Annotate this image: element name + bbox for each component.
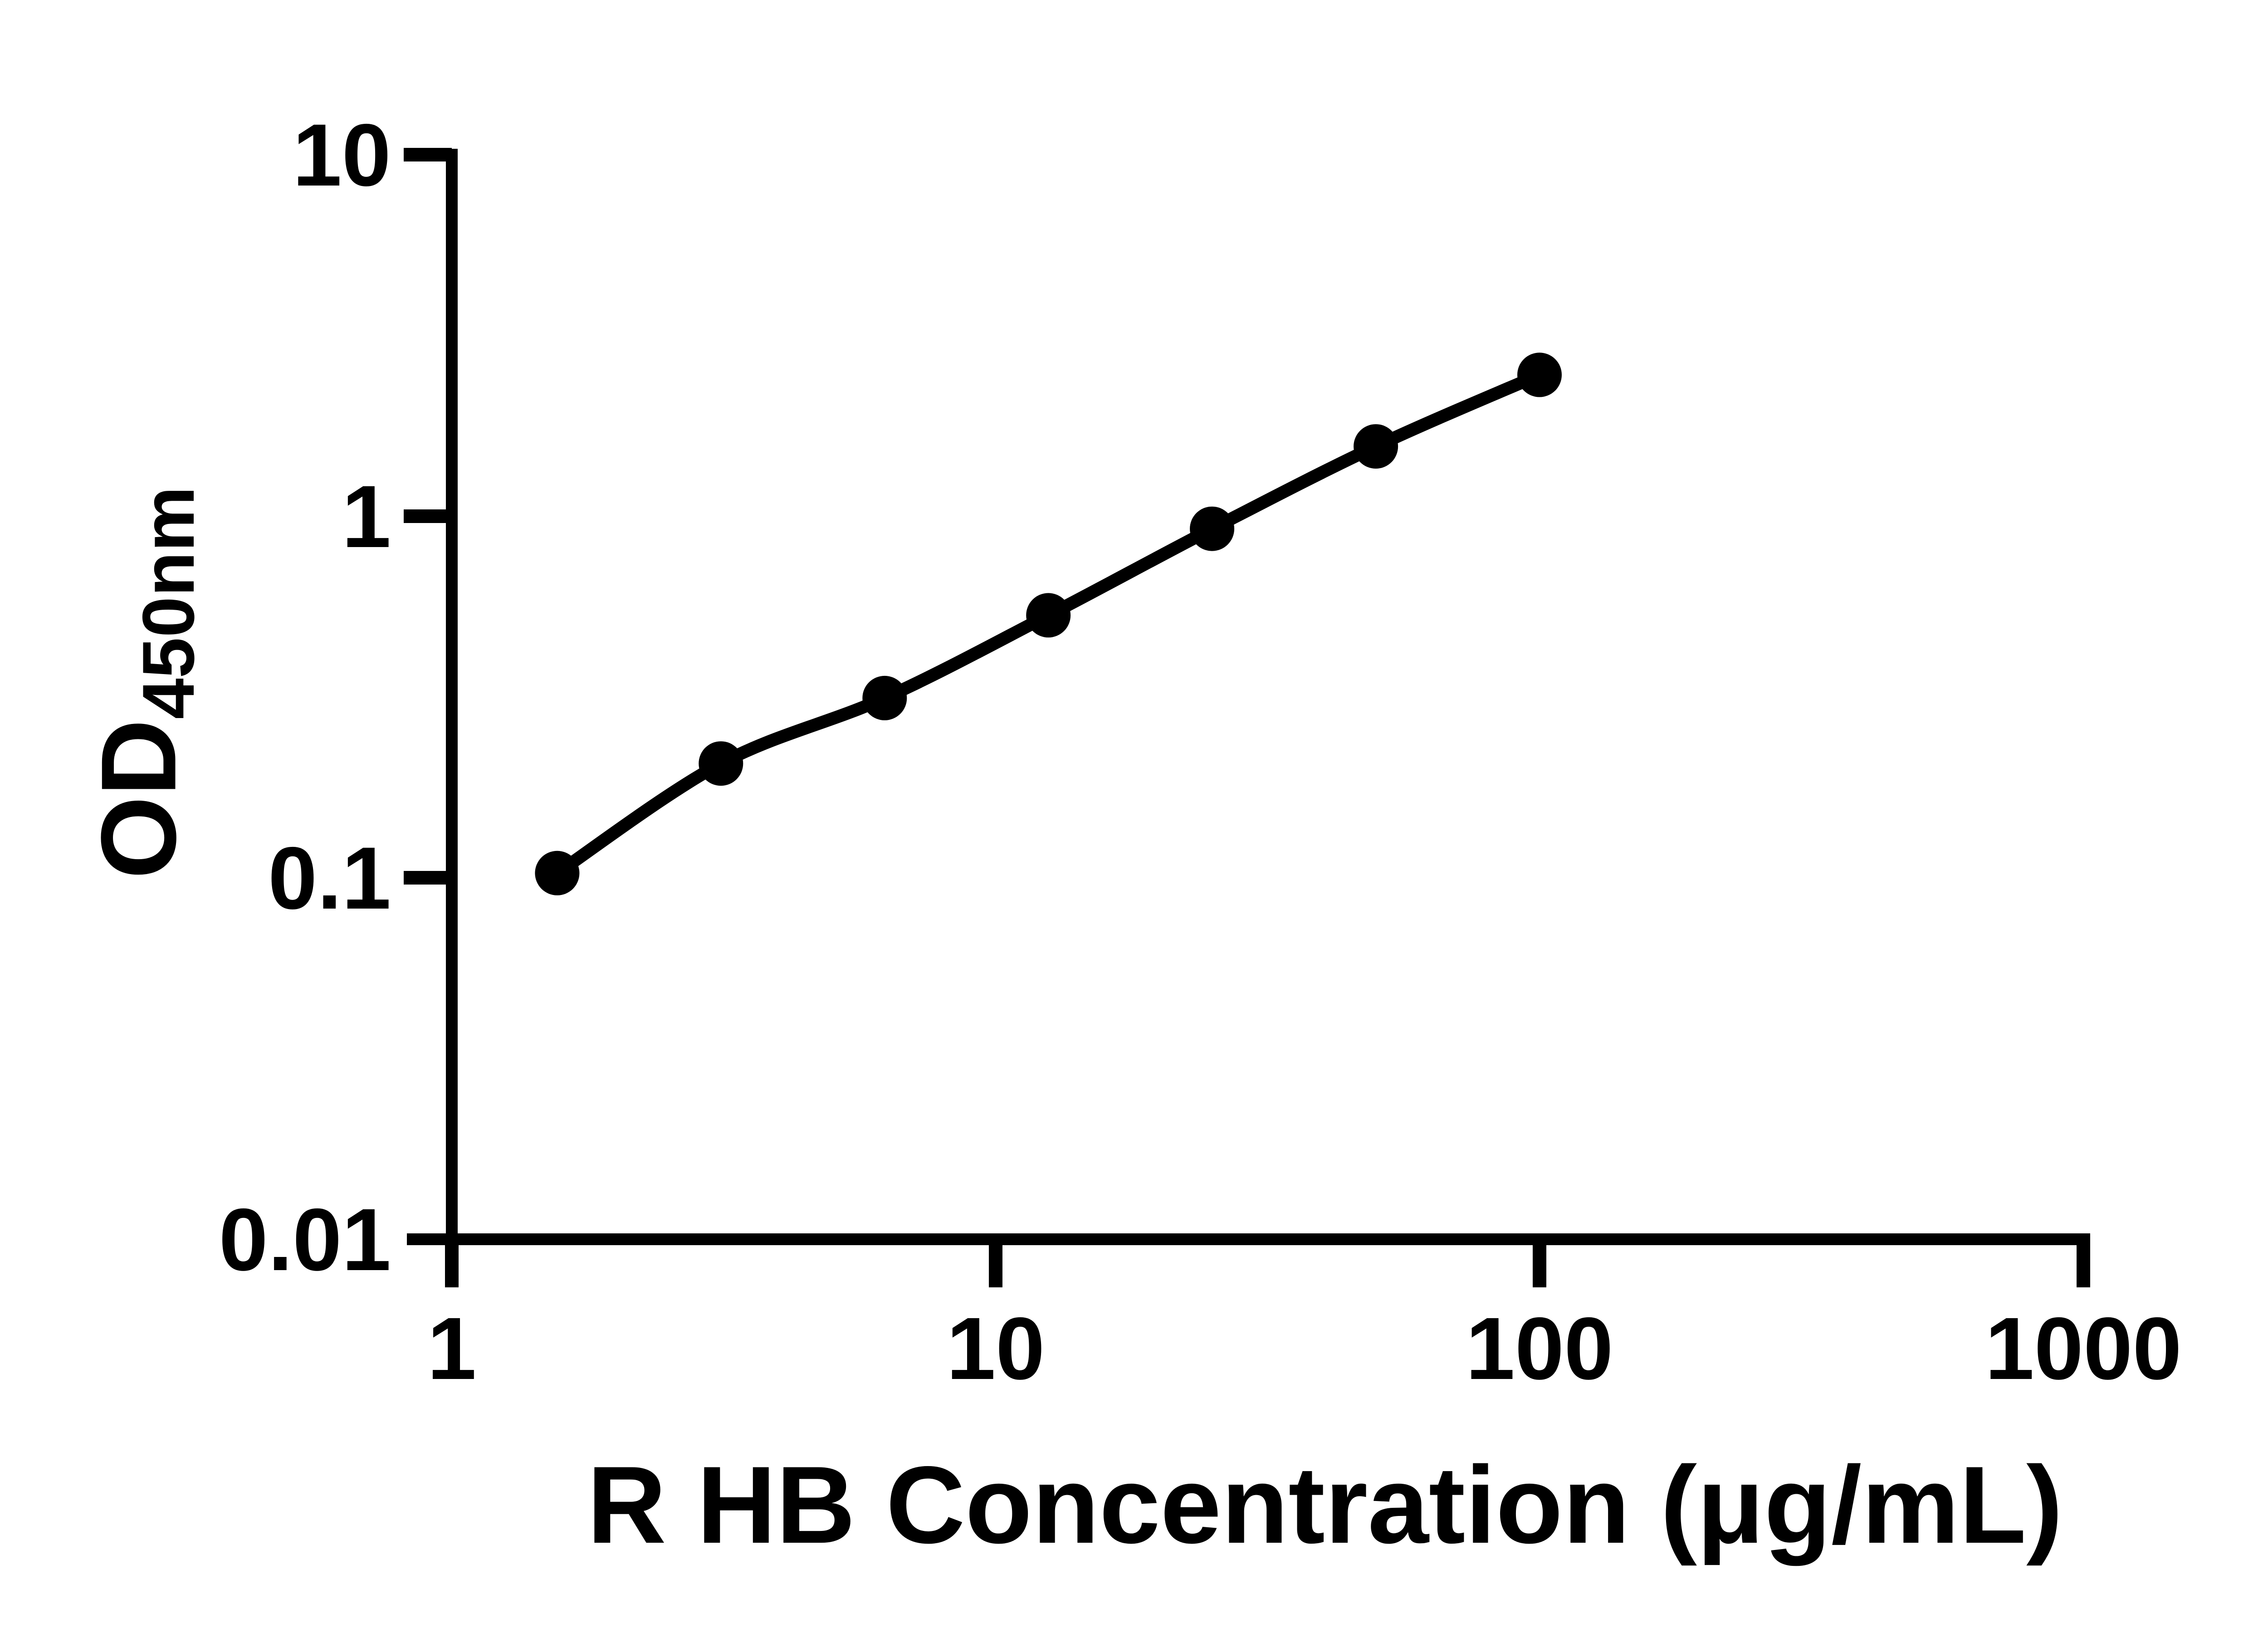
- data-point-12.5: [1026, 593, 1071, 638]
- y-axis-title-main: OD: [78, 719, 198, 879]
- data-point-25: [1190, 506, 1235, 551]
- data-point-50: [1354, 424, 1398, 469]
- data-point-100: [1517, 352, 1562, 397]
- data-point-1.5625: [535, 851, 580, 895]
- y-tick-label-0.1: 0.1: [268, 829, 391, 928]
- data-point-6.25: [862, 675, 907, 720]
- y-tick-label-1: 1: [342, 467, 391, 566]
- y-tick-label-10: 10: [293, 106, 391, 205]
- x-tick-label-10: 10: [947, 1299, 1045, 1398]
- x-tick-label-1000: 1000: [1985, 1299, 2182, 1398]
- data-point-3.125: [699, 741, 743, 786]
- x-axis-title: R HB Concentration (μg/mL): [587, 1444, 2063, 1566]
- x-tick-label-100: 100: [1466, 1299, 1613, 1398]
- y-axis-title-subscript: 450nm: [127, 486, 210, 719]
- x-tick-label-1: 1: [427, 1299, 476, 1398]
- y-axis-title: OD450nm: [79, 486, 210, 879]
- y-tick-label-0.01: 0.01: [219, 1190, 391, 1289]
